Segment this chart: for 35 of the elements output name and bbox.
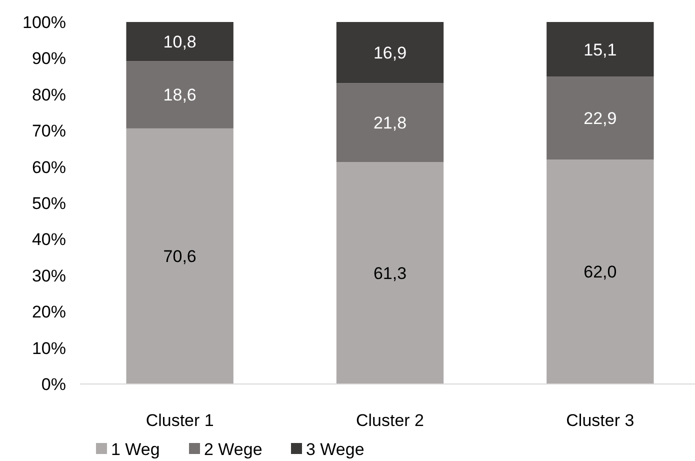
bar: [546, 160, 654, 384]
bar: [336, 83, 444, 162]
bar: [546, 76, 654, 160]
y-tick-label: 80%: [32, 85, 66, 104]
data-label: 21,8: [373, 114, 407, 133]
y-tick-label: 40%: [32, 230, 66, 250]
data-label: 10,8: [163, 32, 196, 52]
data-label: 62,0: [584, 262, 617, 282]
bar: [546, 22, 654, 77]
data-label: 70,6: [163, 247, 196, 266]
y-tick-label: 30%: [32, 266, 66, 286]
x-tick-label: Cluster 1: [146, 410, 214, 430]
y-tick-label: 100%: [22, 12, 66, 32]
legend-label: 3 Wege: [306, 440, 364, 459]
bar: [126, 61, 234, 128]
y-tick-label: 60%: [32, 158, 66, 177]
bar: [126, 128, 234, 384]
data-label: 15,1: [584, 40, 617, 60]
data-label: 16,9: [373, 44, 407, 63]
y-tick-label: 0%: [41, 374, 66, 394]
x-tick-label: Cluster 3: [566, 410, 634, 430]
data-label: 18,6: [163, 86, 196, 105]
y-tick-label: 20%: [32, 302, 66, 322]
legend-label: 1 Weg: [111, 440, 160, 459]
y-tick-label: 70%: [32, 122, 66, 141]
y-tick-label: 10%: [32, 338, 66, 358]
y-tick-label: 50%: [32, 194, 66, 213]
bar: [336, 162, 444, 384]
x-tick-label: Cluster 2: [356, 410, 424, 430]
y-tick-label: 90%: [32, 49, 66, 68]
legend-label: 2 Wege: [204, 440, 262, 459]
bar: [126, 22, 234, 62]
bar: [336, 22, 444, 84]
data-label: 22,9: [584, 109, 617, 128]
data-label: 61,3: [373, 264, 407, 283]
